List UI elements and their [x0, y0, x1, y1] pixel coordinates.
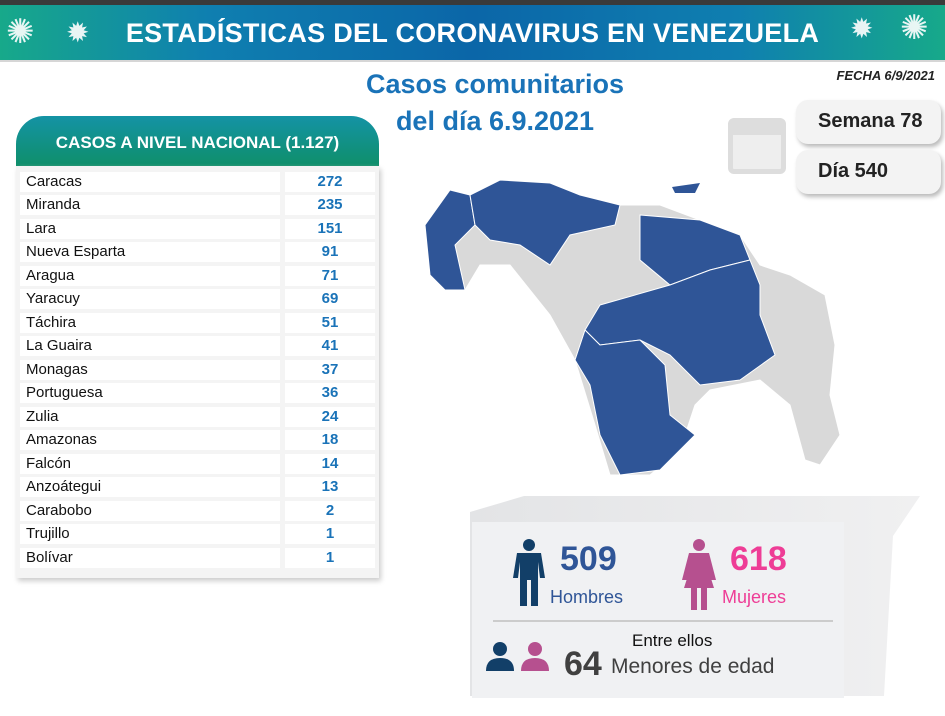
- table-row: Caracas 272: [20, 170, 375, 194]
- table-row: Yaracuy 69: [20, 288, 375, 312]
- table-row: Carabobo 2: [20, 499, 375, 523]
- table-row: Lara 151: [20, 217, 375, 241]
- case-count: 18: [285, 430, 375, 451]
- virus-icon: ✹: [66, 17, 90, 48]
- title-line-1: Casos comunitarios: [365, 69, 625, 99]
- virus-icon: ✹: [850, 13, 874, 44]
- header-title: ESTADÍSTICAS DEL CORONAVIRUS EN VENEZUEL…: [125, 18, 820, 48]
- minors-count: 64: [564, 645, 602, 683]
- title-line-2: del día 6.9.2021: [395, 106, 595, 136]
- state-name: Trujillo: [20, 524, 280, 545]
- state-name: Caracas: [20, 171, 280, 192]
- case-count: 1: [285, 524, 375, 545]
- state-name: Miranda: [20, 195, 280, 216]
- table-row: Portuguesa 36: [20, 382, 375, 406]
- top-bar: [0, 0, 945, 5]
- virus-icon: ✺: [900, 9, 929, 47]
- map-region-west: [424, 189, 476, 291]
- table-row: Táchira 51: [20, 311, 375, 335]
- state-name: Nueva Esparta: [20, 242, 280, 263]
- table-row: Amazonas 18: [20, 429, 375, 453]
- week-badge: Semana 78: [796, 100, 941, 144]
- men-count: 509: [560, 540, 617, 578]
- state-name: Aragua: [20, 265, 280, 286]
- women-label: Mujeres: [722, 587, 787, 607]
- case-count: 91: [285, 242, 375, 263]
- case-count: 1: [285, 547, 375, 568]
- page-title: Casos comunitarios del día 6.9.2021: [330, 66, 660, 140]
- table-row: Anzoátegui 13: [20, 476, 375, 500]
- table-row: Falcón 14: [20, 452, 375, 476]
- day-badge: Día 540: [796, 150, 941, 194]
- date-label: FECHA 6/9/2021: [836, 68, 935, 83]
- table-row: Zulia 24: [20, 405, 375, 429]
- state-name: La Guaira: [20, 336, 280, 357]
- cases-table: Caracas 272 Miranda 235 Lara 151 Nueva Esparta…: [16, 166, 379, 578]
- case-count: 14: [285, 453, 375, 474]
- state-name: Zulia: [20, 406, 280, 427]
- case-count: 71: [285, 265, 375, 286]
- case-count: 37: [285, 359, 375, 380]
- calendar-icon: [728, 118, 786, 174]
- case-count: 2: [285, 500, 375, 521]
- table-row: Trujillo 1: [20, 523, 375, 547]
- table-row: Monagas 37: [20, 358, 375, 382]
- state-name: Monagas: [20, 359, 280, 380]
- case-count: 151: [285, 218, 375, 239]
- between-label: Entre ellos: [632, 631, 713, 650]
- case-count: 272: [285, 171, 375, 192]
- map-region-amazonas: [574, 329, 696, 476]
- table-row: La Guaira 41: [20, 335, 375, 359]
- table-row: Bolívar 1: [20, 546, 375, 570]
- state-name: Portuguesa: [20, 383, 280, 404]
- case-count: 13: [285, 477, 375, 498]
- minors-label: Menores de edad: [611, 655, 775, 678]
- table-title: CASOS A NIVEL NACIONAL (1.127): [16, 116, 379, 166]
- table-row: Miranda 235: [20, 194, 375, 218]
- case-count: 24: [285, 406, 375, 427]
- women-count: 618: [730, 540, 787, 578]
- state-name: Anzoátegui: [20, 477, 280, 498]
- virus-icon: ✺: [6, 13, 35, 51]
- state-name: Yaracuy: [20, 289, 280, 310]
- case-count: 41: [285, 336, 375, 357]
- state-name: Amazonas: [20, 430, 280, 451]
- map-island: [672, 183, 700, 193]
- man-icon: [513, 539, 545, 606]
- case-count: 51: [285, 312, 375, 333]
- case-count: 69: [285, 289, 375, 310]
- map-region-center: [469, 179, 621, 266]
- state-name: Bolívar: [20, 547, 280, 568]
- case-count: 36: [285, 383, 375, 404]
- woman-icon: [682, 539, 716, 610]
- divider: [493, 620, 833, 622]
- state-name: Carabobo: [20, 500, 280, 521]
- table-row: Nueva Esparta 91: [20, 241, 375, 265]
- state-name: Lara: [20, 218, 280, 239]
- state-name: Táchira: [20, 312, 280, 333]
- state-name: Falcón: [20, 453, 280, 474]
- case-count: 235: [285, 195, 375, 216]
- header-banner: ✺ ✹ ✹ ✺ ESTADÍSTICAS DEL CORONAVIRUS EN …: [0, 5, 945, 62]
- venezuela-map: [424, 179, 840, 476]
- children-icon: [486, 642, 549, 671]
- table-row: Aragua 71: [20, 264, 375, 288]
- men-label: Hombres: [550, 587, 624, 607]
